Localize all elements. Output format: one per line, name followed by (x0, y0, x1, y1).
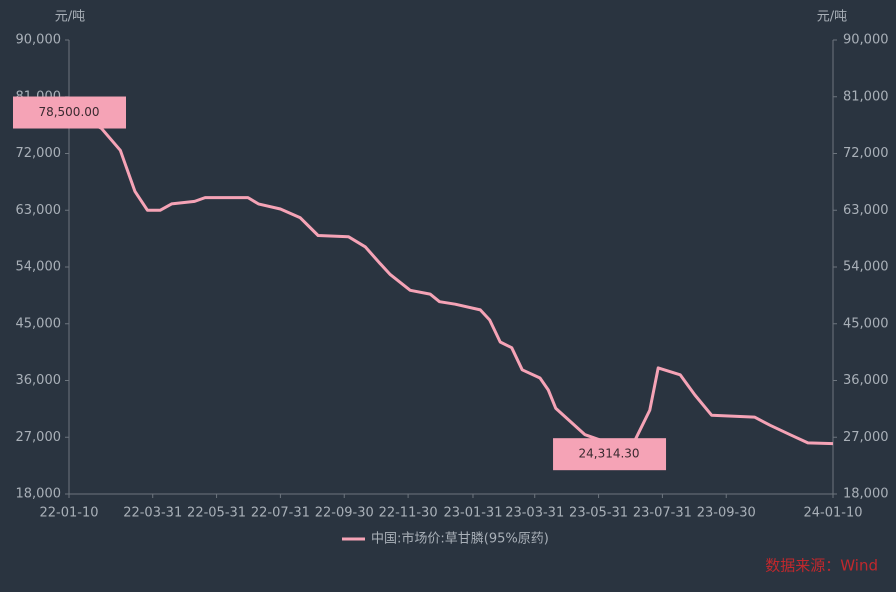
y-tick-label: 45,000 (16, 316, 62, 331)
y2-tick-label: 63,000 (843, 203, 889, 218)
value-label-box (553, 438, 667, 471)
value-label: 78,500.00 (38, 105, 99, 119)
x-tick-label: 22-07-31 (251, 506, 310, 521)
y2-tick-label: 90,000 (843, 33, 889, 48)
x-tick-label: 22-09-30 (315, 506, 374, 521)
x-tick-label: 24-01-10 (803, 506, 862, 521)
legend-label: 中国:市场价:草甘膦(95%原药) (371, 531, 549, 547)
y2-tick-label: 36,000 (843, 373, 889, 388)
x-tick-label: 22-11-30 (379, 506, 438, 521)
y2-tick-label: 18,000 (843, 487, 889, 502)
value-label: 24,314.30 (578, 447, 639, 461)
y-tick-label: 54,000 (16, 260, 62, 275)
y2-tick-label: 81,000 (843, 89, 889, 104)
y-unit: 元/吨 (55, 10, 85, 25)
x-tick-label: 22-03-31 (123, 506, 182, 521)
y2-unit: 元/吨 (817, 10, 847, 25)
y2-tick-label: 72,000 (843, 146, 889, 161)
source: 数据来源：Wind (765, 557, 878, 575)
y2-tick-label: 54,000 (843, 260, 889, 275)
y-tick-label: 63,000 (16, 203, 62, 218)
line (68, 111, 834, 456)
value-label-box (13, 96, 126, 129)
x-tick-label: 22-05-31 (187, 506, 246, 521)
y-tick-label: 72,000 (16, 146, 62, 161)
x-tick-label: 22-01-10 (39, 506, 98, 521)
y2-tick-label: 45,000 (843, 316, 889, 331)
y-tick-label: 36,000 (16, 373, 62, 388)
y-tick-label: 27,000 (16, 430, 62, 445)
y2-tick-label: 27,000 (843, 430, 889, 445)
x-tick-label: 23-07-31 (633, 506, 692, 521)
x-tick-label: 23-01-31 (443, 506, 502, 521)
y-tick-label: 18,000 (16, 487, 62, 502)
x-tick-label: 23-03-31 (505, 506, 564, 521)
x-tick-label: 23-09-30 (697, 506, 756, 521)
x-tick-label: 23-05-31 (569, 506, 628, 521)
y-tick-label: 90,000 (16, 33, 62, 48)
